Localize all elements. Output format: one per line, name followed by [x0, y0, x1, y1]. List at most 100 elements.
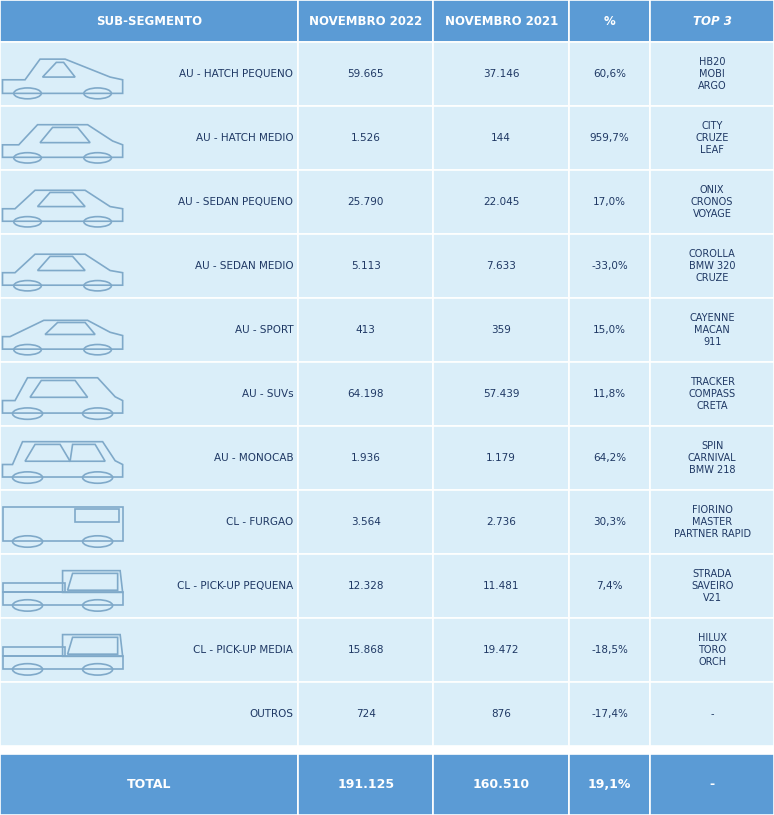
Text: 15,0%: 15,0%: [593, 325, 626, 335]
FancyBboxPatch shape: [298, 554, 433, 618]
FancyBboxPatch shape: [569, 426, 650, 490]
Text: 160.510: 160.510: [473, 778, 529, 791]
FancyBboxPatch shape: [0, 106, 298, 170]
FancyBboxPatch shape: [569, 618, 650, 682]
Text: -17,4%: -17,4%: [591, 709, 628, 719]
FancyBboxPatch shape: [433, 426, 569, 490]
FancyBboxPatch shape: [0, 0, 298, 42]
FancyBboxPatch shape: [433, 362, 569, 426]
FancyBboxPatch shape: [298, 0, 433, 42]
FancyBboxPatch shape: [298, 362, 433, 426]
FancyBboxPatch shape: [650, 618, 774, 682]
FancyBboxPatch shape: [433, 298, 569, 362]
FancyBboxPatch shape: [569, 554, 650, 618]
Text: 12.328: 12.328: [348, 581, 384, 591]
Text: 15.868: 15.868: [348, 645, 384, 654]
Text: STRADA
SAVEIRO
V21: STRADA SAVEIRO V21: [691, 569, 733, 603]
Text: -: -: [710, 778, 714, 791]
Text: CL - FURGAO: CL - FURGAO: [226, 517, 293, 527]
FancyBboxPatch shape: [298, 426, 433, 490]
Text: 413: 413: [356, 325, 375, 335]
Text: 144: 144: [491, 134, 511, 143]
FancyBboxPatch shape: [298, 106, 433, 170]
FancyBboxPatch shape: [0, 234, 298, 298]
FancyBboxPatch shape: [650, 106, 774, 170]
Text: CL - PICK-UP PEQUENA: CL - PICK-UP PEQUENA: [177, 581, 293, 591]
Text: HILUX
TORO
ORCH: HILUX TORO ORCH: [697, 632, 727, 667]
Text: 7.633: 7.633: [486, 261, 516, 271]
FancyBboxPatch shape: [569, 0, 650, 42]
FancyBboxPatch shape: [298, 754, 433, 815]
Text: 7,4%: 7,4%: [596, 581, 623, 591]
Text: %: %: [604, 15, 615, 28]
Text: CAYENNE
MACAN
911: CAYENNE MACAN 911: [690, 313, 735, 347]
FancyBboxPatch shape: [569, 170, 650, 234]
Text: ONIX
CRONOS
VOYAGE: ONIX CRONOS VOYAGE: [691, 185, 733, 219]
FancyBboxPatch shape: [0, 554, 298, 618]
FancyBboxPatch shape: [650, 362, 774, 426]
FancyBboxPatch shape: [650, 426, 774, 490]
FancyBboxPatch shape: [569, 106, 650, 170]
Text: 5.113: 5.113: [351, 261, 381, 271]
FancyBboxPatch shape: [650, 490, 774, 554]
Text: COROLLA
BMW 320
CRUZE: COROLLA BMW 320 CRUZE: [689, 249, 735, 283]
Text: AU - MONOCAB: AU - MONOCAB: [214, 453, 293, 463]
FancyBboxPatch shape: [650, 42, 774, 106]
FancyBboxPatch shape: [433, 106, 569, 170]
Text: SUB-SEGMENTO: SUB-SEGMENTO: [96, 15, 202, 28]
Text: 19,1%: 19,1%: [587, 778, 632, 791]
FancyBboxPatch shape: [0, 426, 298, 490]
Text: AU - SEDAN PEQUENO: AU - SEDAN PEQUENO: [178, 197, 293, 207]
FancyBboxPatch shape: [298, 682, 433, 746]
FancyBboxPatch shape: [433, 0, 569, 42]
FancyBboxPatch shape: [0, 170, 298, 234]
FancyBboxPatch shape: [569, 234, 650, 298]
Text: SPIN
CARNIVAL
BMW 218: SPIN CARNIVAL BMW 218: [688, 441, 736, 475]
FancyBboxPatch shape: [433, 170, 569, 234]
FancyBboxPatch shape: [0, 298, 298, 362]
Text: AU - SUVs: AU - SUVs: [241, 389, 293, 399]
FancyBboxPatch shape: [569, 362, 650, 426]
FancyBboxPatch shape: [298, 618, 433, 682]
Text: 17,0%: 17,0%: [593, 197, 626, 207]
FancyBboxPatch shape: [650, 554, 774, 618]
FancyBboxPatch shape: [433, 682, 569, 746]
Text: 876: 876: [491, 709, 511, 719]
Text: -: -: [711, 709, 714, 719]
FancyBboxPatch shape: [298, 234, 433, 298]
FancyBboxPatch shape: [569, 682, 650, 746]
FancyBboxPatch shape: [433, 42, 569, 106]
Text: 359: 359: [491, 325, 511, 335]
FancyBboxPatch shape: [298, 42, 433, 106]
Text: 64.198: 64.198: [348, 389, 384, 399]
Text: NOVEMBRO 2021: NOVEMBRO 2021: [444, 15, 558, 28]
Text: 22.045: 22.045: [483, 197, 519, 207]
Text: AU - HATCH MEDIO: AU - HATCH MEDIO: [196, 134, 293, 143]
FancyBboxPatch shape: [0, 362, 298, 426]
FancyBboxPatch shape: [650, 234, 774, 298]
FancyBboxPatch shape: [650, 170, 774, 234]
Text: AU - HATCH PEQUENO: AU - HATCH PEQUENO: [180, 69, 293, 79]
FancyBboxPatch shape: [0, 490, 298, 554]
Text: OUTROS: OUTROS: [249, 709, 293, 719]
Text: CITY
CRUZE
LEAF: CITY CRUZE LEAF: [695, 121, 729, 156]
FancyBboxPatch shape: [433, 234, 569, 298]
Text: 60,6%: 60,6%: [593, 69, 626, 79]
Text: 64,2%: 64,2%: [593, 453, 626, 463]
Text: AU - SEDAN MEDIO: AU - SEDAN MEDIO: [195, 261, 293, 271]
FancyBboxPatch shape: [569, 42, 650, 106]
FancyBboxPatch shape: [650, 682, 774, 746]
FancyBboxPatch shape: [569, 298, 650, 362]
Text: 59.665: 59.665: [348, 69, 384, 79]
Text: 2.736: 2.736: [486, 517, 516, 527]
Text: TRACKER
COMPASS
CRETA: TRACKER COMPASS CRETA: [689, 377, 735, 411]
Text: CL - PICK-UP MEDIA: CL - PICK-UP MEDIA: [194, 645, 293, 654]
FancyBboxPatch shape: [298, 490, 433, 554]
Text: 30,3%: 30,3%: [593, 517, 626, 527]
FancyBboxPatch shape: [650, 754, 774, 815]
Text: -33,0%: -33,0%: [591, 261, 628, 271]
Text: HB20
MOBI
ARGO: HB20 MOBI ARGO: [698, 57, 726, 91]
Text: TOP 3: TOP 3: [693, 15, 731, 28]
FancyBboxPatch shape: [0, 754, 298, 815]
FancyBboxPatch shape: [298, 170, 433, 234]
